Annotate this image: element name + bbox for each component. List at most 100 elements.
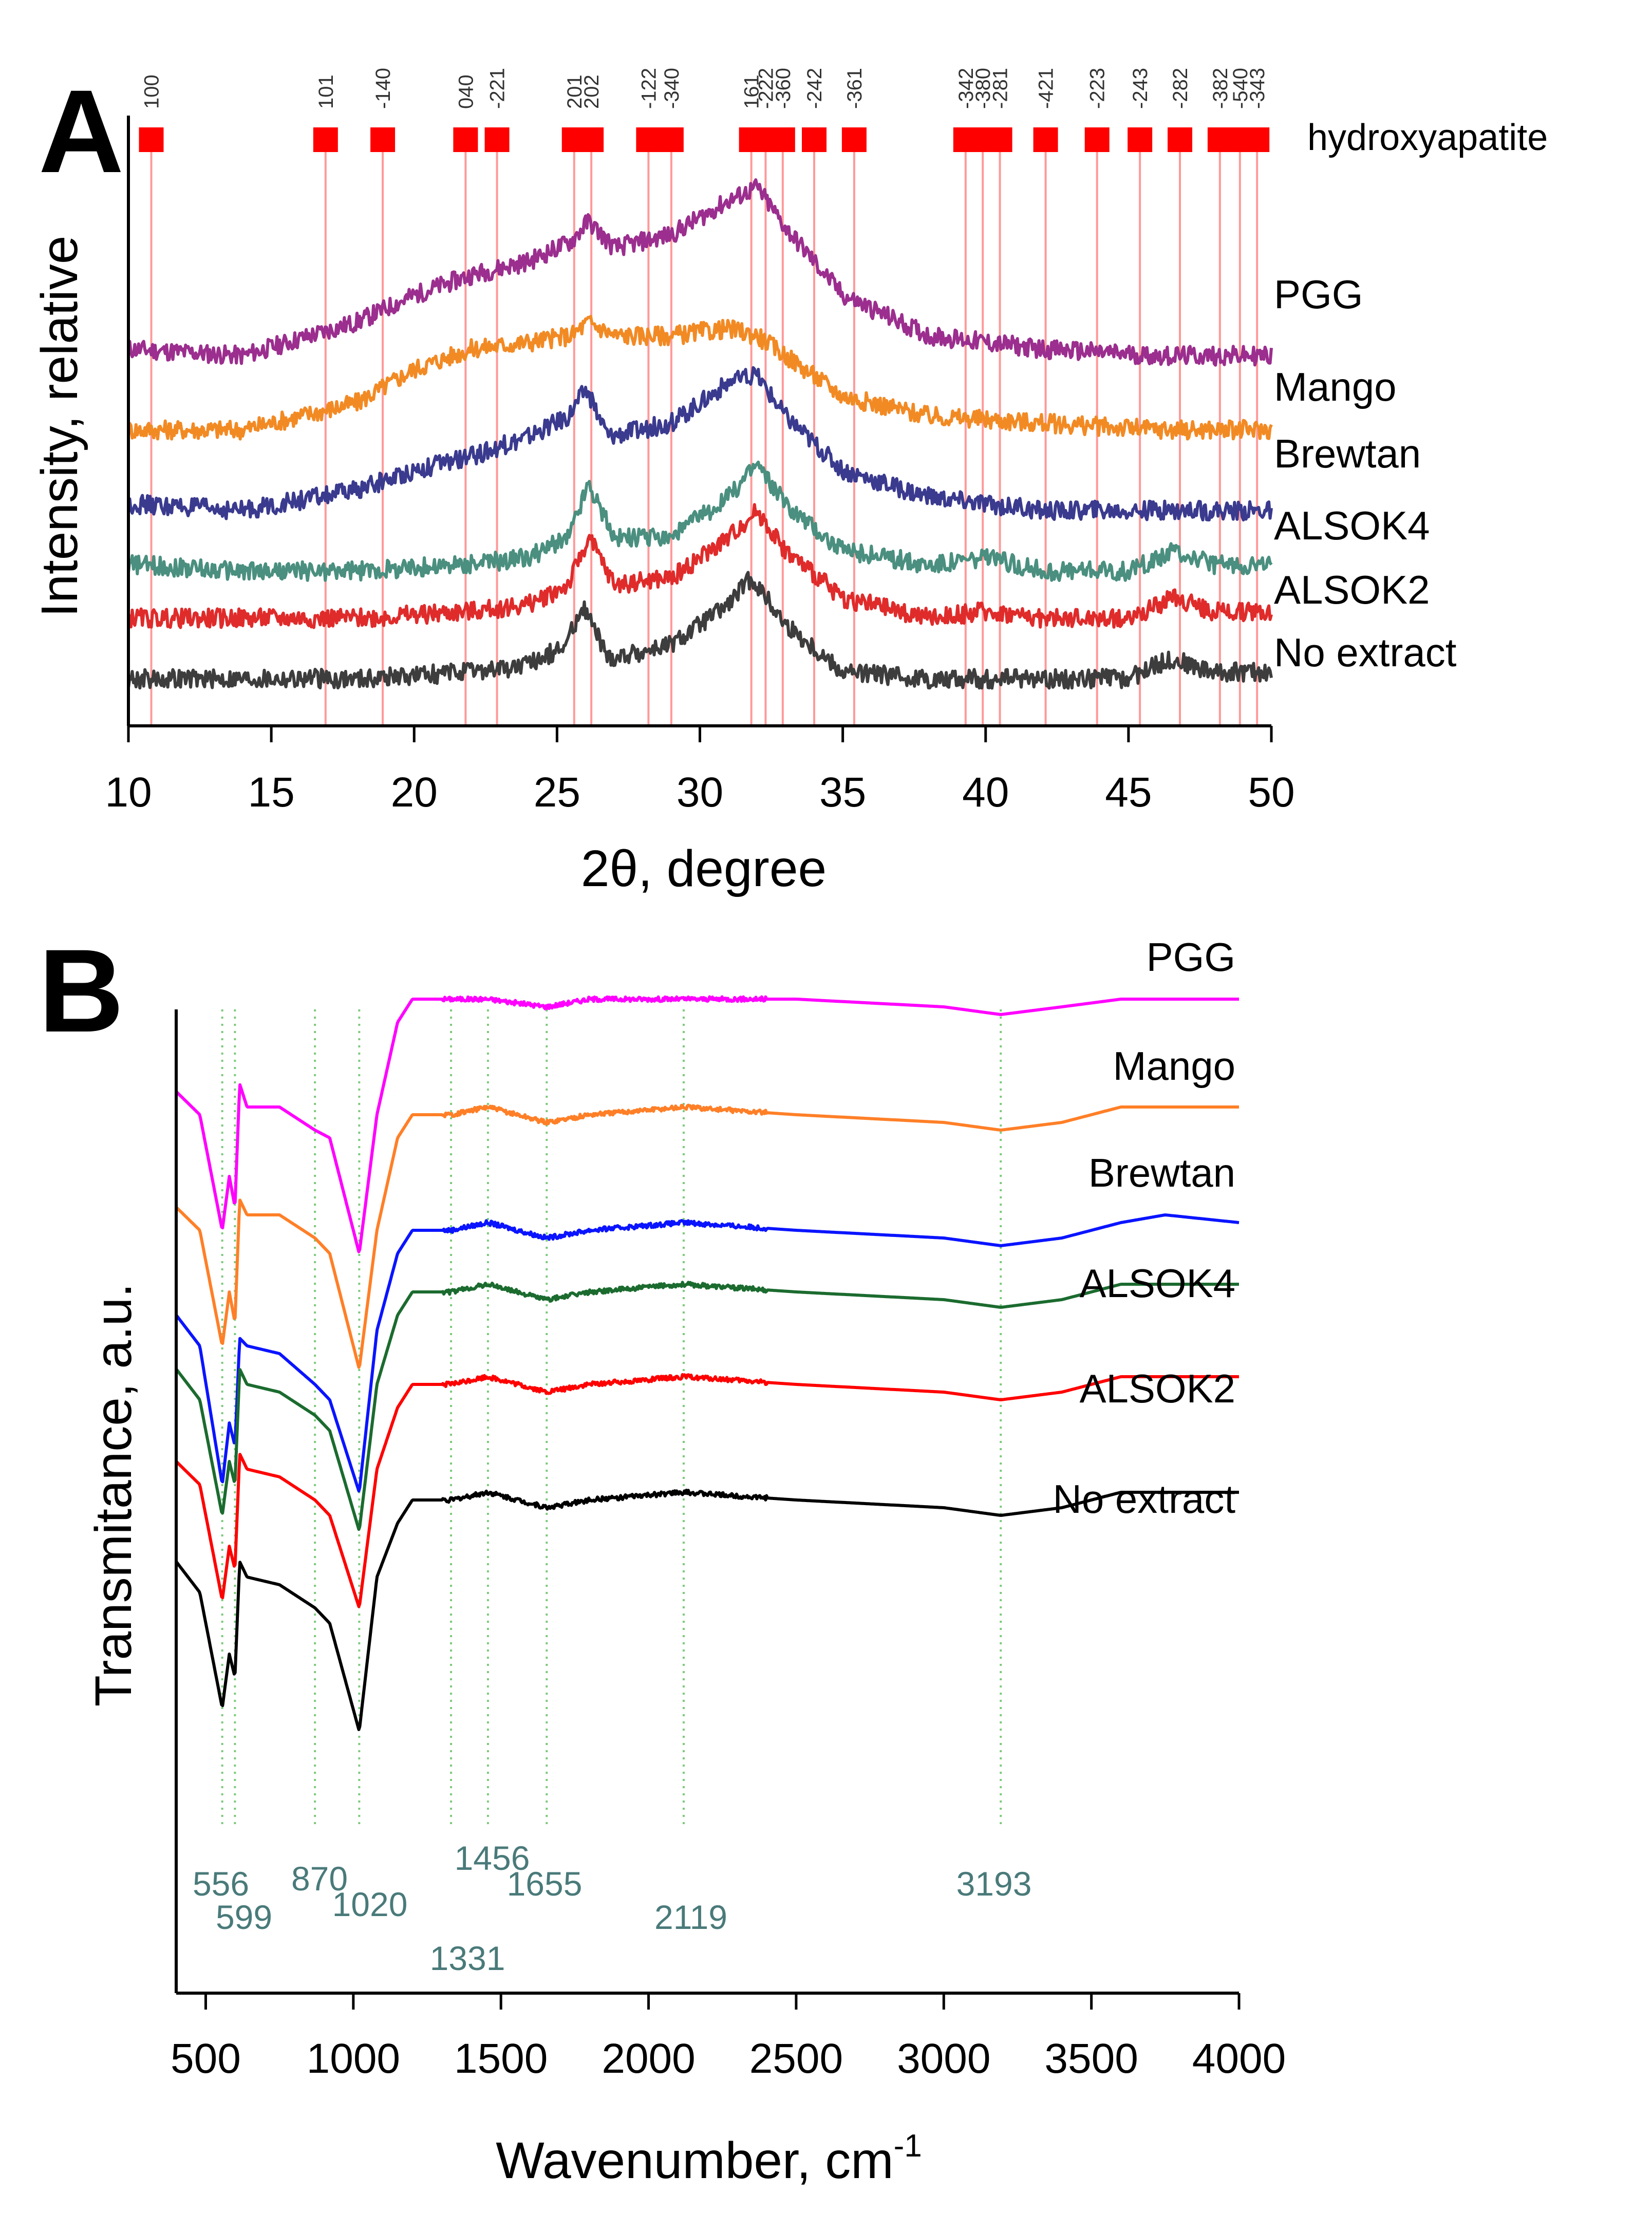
ftir-series <box>175 995 1240 1731</box>
hkl-label-421: -421 <box>1035 68 1058 109</box>
x-tick-label-b-4000: 4000 <box>1192 2035 1286 2082</box>
hkl-label-101: 101 <box>315 74 337 109</box>
stick-marker-202 <box>579 127 604 152</box>
hkl-label-540: -540 <box>1229 68 1252 109</box>
hkl-label-342: -342 <box>955 68 978 109</box>
series-label-alsok4: ALSOK4 <box>1274 503 1430 548</box>
x-tick-label-b-500: 500 <box>171 2035 241 2082</box>
stick-marker-100 <box>139 127 164 152</box>
reference-sticks <box>139 127 1270 152</box>
x-tick-label-a-50: 50 <box>1248 769 1294 816</box>
series-label-brewtan: Brewtan <box>1088 1150 1235 1195</box>
series-label-mango: Mango <box>1113 1043 1236 1089</box>
x-tick-label-a-40: 40 <box>962 769 1009 816</box>
series-label-alsok4: ALSOK4 <box>1079 1261 1235 1306</box>
x-tick-label-b-1000: 1000 <box>307 2035 400 2082</box>
series-label-mango: Mango <box>1274 364 1397 409</box>
x-tick-label-a-35: 35 <box>819 769 866 816</box>
x-tick-label-a-25: 25 <box>534 769 580 816</box>
hkl-label-202: 202 <box>580 74 603 109</box>
series-alsok4 <box>127 460 1273 582</box>
stick-marker-343 <box>1245 127 1270 152</box>
hkl-label-223: -223 <box>1086 68 1109 109</box>
stick-marker-282 <box>1168 127 1192 152</box>
x-tick-label-b-3500: 3500 <box>1044 2035 1138 2082</box>
series-label-brewtan: Brewtan <box>1274 431 1421 476</box>
stick-marker-242 <box>802 127 827 152</box>
series-alsok2 <box>175 1373 1240 1608</box>
series-label-alsok2: ALSOK2 <box>1274 567 1430 612</box>
xrd-series-labels: PGG Mango Brewtan ALSOK4 ALSOK2 No extract <box>1274 272 1457 675</box>
series-label-no-extract: No extract <box>1053 1476 1236 1522</box>
stick-marker-221 <box>484 127 510 152</box>
series-mango <box>127 315 1273 441</box>
reference-stick-lines <box>150 150 1259 726</box>
x-tick-label-b-3000: 3000 <box>897 2035 990 2082</box>
stick-marker-421 <box>1033 127 1058 152</box>
series-alsok4 <box>175 1281 1240 1531</box>
stick-marker-281 <box>987 127 1012 152</box>
hkl-label-340: -340 <box>661 68 683 109</box>
x-axis-label-b-text: Wavenumber, cm <box>496 2132 893 2189</box>
stick-marker-122 <box>636 127 661 152</box>
hkl-label-281: -281 <box>989 68 1012 109</box>
hkl-label-221: -221 <box>486 68 509 109</box>
stick-marker-140 <box>370 127 396 152</box>
guide-label-599: 599 <box>216 1898 272 1936</box>
panel-b-label: B <box>39 925 124 1057</box>
guide-label-870: 870 <box>291 1860 348 1898</box>
x-ticks-b: 500 1000 1500 2000 2500 3000 3500 4000 <box>171 1993 1286 2082</box>
hkl-label-040: 040 <box>455 74 477 109</box>
hkl-label-140: -140 <box>372 68 395 109</box>
hkl-label-360: -360 <box>772 68 795 109</box>
series-brewtan <box>127 366 1273 522</box>
hkl-label-222: -222 <box>755 68 777 109</box>
x-axis-label-a: 2θ, degree <box>581 840 827 897</box>
guide-label-1331: 1331 <box>430 1939 505 1977</box>
stick-marker-340 <box>659 127 684 152</box>
hkl-label-161: 161 <box>741 74 763 109</box>
series-mango <box>175 1103 1240 1369</box>
series-alsok2 <box>127 503 1273 629</box>
reference-name: hydroxyapatite <box>1307 117 1548 158</box>
series-label-pgg: PGG <box>1274 272 1363 317</box>
stick-marker-243 <box>1128 127 1153 152</box>
hkl-label-361: -361 <box>843 68 866 109</box>
stick-marker-360 <box>770 127 795 152</box>
guide-label-3193: 3193 <box>956 1865 1032 1903</box>
guide-label-1655: 1655 <box>507 1865 583 1903</box>
series-label-no-extract: No extract <box>1274 630 1457 675</box>
guide-label-556: 556 <box>193 1865 249 1903</box>
x-tick-label-a-10: 10 <box>105 769 152 816</box>
series-brewtan <box>175 1213 1240 1493</box>
y-axis-label-a: Intensity, relative <box>31 236 88 617</box>
x-tick-label-b-1500: 1500 <box>454 2035 548 2082</box>
ftir-series-labels: PGG Mango Brewtan ALSOK4 ALSOK2 No extract <box>1053 934 1236 1522</box>
x-tick-label-b-2500: 2500 <box>749 2035 843 2082</box>
hkl-label-201: 201 <box>564 74 586 109</box>
series-no-extract <box>127 571 1273 690</box>
series-pgg <box>127 178 1273 367</box>
guide-label-1020: 1020 <box>332 1885 408 1923</box>
series-label-pgg: PGG <box>1147 934 1235 980</box>
stick-marker-361 <box>841 127 867 152</box>
hkl-label-343: -343 <box>1246 68 1269 109</box>
series-pgg <box>175 995 1240 1253</box>
x-tick-label-a-30: 30 <box>677 769 723 816</box>
series-no-extract <box>175 1489 1240 1731</box>
hkl-label-100: 100 <box>141 74 163 109</box>
series-label-alsok2: ALSOK2 <box>1079 1366 1235 1411</box>
panel-a-label: A <box>39 65 124 197</box>
hkl-label-380: -380 <box>972 68 994 109</box>
stick-marker-223 <box>1084 127 1110 152</box>
stick-marker-101 <box>313 127 338 152</box>
guide-label-1456: 1456 <box>455 1839 530 1877</box>
hkl-label-282: -282 <box>1169 68 1192 109</box>
hkl-label-243: -243 <box>1129 68 1152 109</box>
xrd-series <box>127 178 1273 690</box>
x-tick-label-a-45: 45 <box>1105 769 1152 816</box>
